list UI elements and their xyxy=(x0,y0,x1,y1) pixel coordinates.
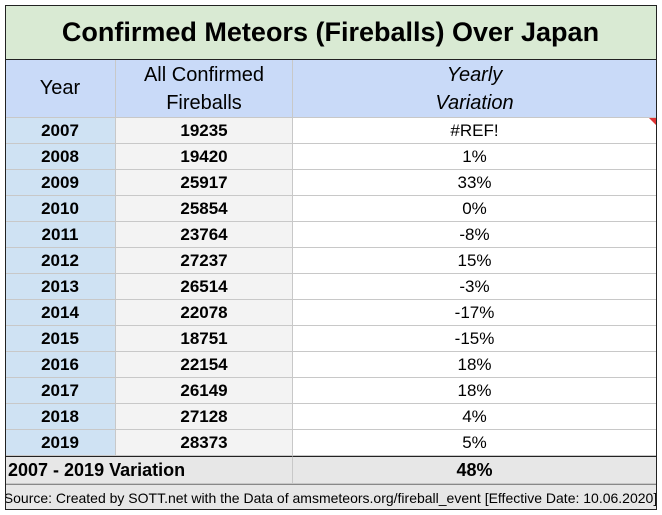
fireballs-cell: 27128 xyxy=(116,404,293,430)
year-cell: 2015 xyxy=(5,326,116,352)
spreadsheet-table: Confirmed Meteors (Fireballs) Over Japan… xyxy=(5,5,657,510)
year-value: 2008 xyxy=(41,146,79,166)
variation-value: 18% xyxy=(457,354,492,374)
variation-cell: -8% xyxy=(293,222,657,248)
variation-value: #REF! xyxy=(450,120,499,140)
variation-cell: 4% xyxy=(293,404,657,430)
year-value: 2013 xyxy=(41,276,79,296)
fireballs-value: 19420 xyxy=(180,146,228,166)
variation-cell: 18% xyxy=(293,352,657,378)
variation-cell: 33% xyxy=(293,170,657,196)
variation-cell: 18% xyxy=(293,378,657,404)
year-cell: 2012 xyxy=(5,248,116,274)
source-text: Source: Created by SOTT.net with the Dat… xyxy=(5,489,657,506)
fireballs-cell: 26149 xyxy=(116,378,293,404)
fireballs-value: 26149 xyxy=(180,380,228,400)
fireballs-value: 23764 xyxy=(180,224,228,244)
year-value: 2018 xyxy=(41,406,79,426)
year-value: 2009 xyxy=(41,172,79,192)
fireballs-cell: 19235 xyxy=(116,118,293,144)
fireballs-cell: 19420 xyxy=(116,144,293,170)
comment-flag xyxy=(649,118,656,125)
header-cell: Year xyxy=(5,60,116,118)
year-cell: 2019 xyxy=(5,430,116,456)
fireballs-cell: 25917 xyxy=(116,170,293,196)
variation-value: 15% xyxy=(457,250,492,270)
fireballs-value: 22078 xyxy=(180,302,228,322)
year-value: 2010 xyxy=(41,198,79,218)
header-cell: All Confirmed Fireballs xyxy=(116,60,293,118)
year-value: 2015 xyxy=(41,328,79,348)
year-cell: 2009 xyxy=(5,170,116,196)
year-value: 2016 xyxy=(41,354,79,374)
variation-value: 4% xyxy=(462,406,487,426)
variation-value: 5% xyxy=(462,432,487,452)
year-cell: 2014 xyxy=(5,300,116,326)
fireballs-value: 27237 xyxy=(180,250,228,270)
fireballs-cell: 26514 xyxy=(116,274,293,300)
year-value: 2014 xyxy=(41,302,79,322)
year-cell: 2016 xyxy=(5,352,116,378)
source-cell: Source: Created by SOTT.net with the Dat… xyxy=(5,484,657,510)
title: Confirmed Meteors (Fireballs) Over Japan xyxy=(61,16,600,47)
variation-cell: 1% xyxy=(293,144,657,170)
title-cell: Confirmed Meteors (Fireballs) Over Japan xyxy=(5,5,657,60)
fireballs-cell: 22154 xyxy=(116,352,293,378)
variation-value: 0% xyxy=(462,198,487,218)
variation-cell: -3% xyxy=(293,274,657,300)
total-value-cell: 48% xyxy=(293,456,657,484)
year-cell: 2010 xyxy=(5,196,116,222)
variation-value: 18% xyxy=(457,380,492,400)
fireballs-cell: 18751 xyxy=(116,326,293,352)
header-cell: Yearly Variation xyxy=(293,60,657,118)
variation-value: -8% xyxy=(459,224,490,244)
header-line: All Confirmed xyxy=(143,63,265,86)
year-cell: 2013 xyxy=(5,274,116,300)
variation-value: -3% xyxy=(459,276,490,296)
variation-cell: -17% xyxy=(293,300,657,326)
year-value: 2012 xyxy=(41,250,79,270)
year-value: 2019 xyxy=(41,432,79,452)
variation-cell: 15% xyxy=(293,248,657,274)
variation-value: 33% xyxy=(457,172,492,192)
variation-cell: -15% xyxy=(293,326,657,352)
year-value: 2017 xyxy=(41,380,79,400)
year-cell: 2018 xyxy=(5,404,116,430)
header-line: Fireballs xyxy=(166,91,242,114)
fireballs-value: 27128 xyxy=(180,406,228,426)
year-cell: 2008 xyxy=(5,144,116,170)
variation-value: -17% xyxy=(454,302,495,322)
fireballs-value: 19235 xyxy=(180,120,228,140)
fireballs-cell: 23764 xyxy=(116,222,293,248)
year-cell: 2017 xyxy=(5,378,116,404)
fireballs-value: 25854 xyxy=(180,198,228,218)
variation-cell: 5% xyxy=(293,430,657,456)
variation-cell: 0% xyxy=(293,196,657,222)
header-year: Year xyxy=(39,77,81,99)
fireballs-cell: 28373 xyxy=(116,430,293,456)
fireballs-value: 25917 xyxy=(180,172,228,192)
total-label: 2007 - 2019 Variation xyxy=(8,459,186,480)
variation-cell: #REF! xyxy=(293,118,657,144)
total-value: 48% xyxy=(456,459,493,480)
fireballs-cell: 25854 xyxy=(116,196,293,222)
header-line: Yearly xyxy=(446,63,503,86)
fireballs-value: 28373 xyxy=(180,432,228,452)
fireballs-cell: 27237 xyxy=(116,248,293,274)
total-label-cell: 2007 - 2019 Variation xyxy=(5,456,293,484)
fireballs-value: 22154 xyxy=(180,354,228,374)
year-value: 2007 xyxy=(41,120,79,140)
year-cell: 2011 xyxy=(5,222,116,248)
year-cell: 2007 xyxy=(5,118,116,144)
fireballs-value: 18751 xyxy=(180,328,228,348)
fireballs-value: 26514 xyxy=(180,276,228,296)
variation-value: -15% xyxy=(454,328,495,348)
variation-value: 1% xyxy=(462,146,487,166)
year-value: 2011 xyxy=(41,224,79,244)
fireballs-cell: 22078 xyxy=(116,300,293,326)
header-line: Variation xyxy=(435,91,514,114)
